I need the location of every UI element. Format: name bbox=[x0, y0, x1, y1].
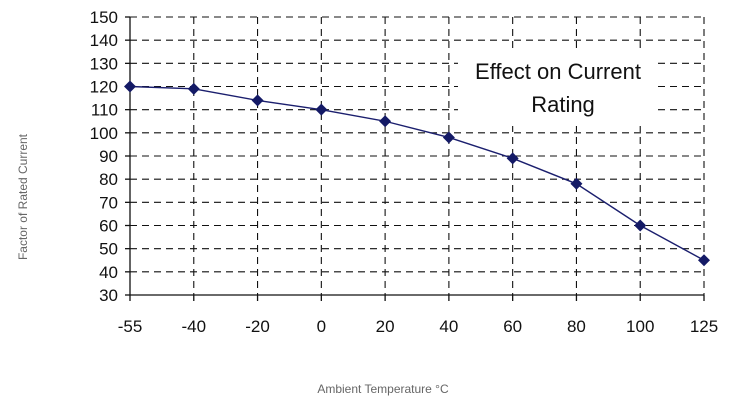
y-tick-label: 50 bbox=[99, 240, 118, 259]
x-tick-label: -55 bbox=[118, 317, 143, 336]
y-tick-label: 130 bbox=[90, 54, 118, 73]
axis-layer bbox=[125, 16, 705, 301]
x-axis-title: Ambient Temperature °C bbox=[317, 382, 449, 396]
y-axis-title: Factor of Rated Current bbox=[16, 133, 30, 260]
x-tick-label: 0 bbox=[317, 317, 326, 336]
grid-layer bbox=[130, 16, 705, 295]
x-tick-label: 100 bbox=[626, 317, 654, 336]
y-tick-label: 80 bbox=[99, 170, 118, 189]
chart-title-box bbox=[458, 52, 658, 126]
y-tick-label: 90 bbox=[99, 147, 118, 166]
series-line bbox=[129, 85, 705, 261]
y-tick-label: 120 bbox=[90, 78, 118, 97]
data-point-marker bbox=[124, 80, 136, 93]
data-point-marker bbox=[634, 219, 647, 232]
data-point-marker bbox=[187, 82, 200, 95]
series-layer bbox=[124, 80, 710, 267]
x-tick-label: 125 bbox=[690, 317, 718, 336]
x-tick-label: -20 bbox=[245, 317, 270, 336]
x-tick-label: 20 bbox=[376, 317, 395, 336]
data-point-marker bbox=[315, 103, 328, 116]
y-tick-label: 100 bbox=[90, 124, 118, 143]
chart-title-line-1: Effect on Current bbox=[475, 59, 641, 84]
chart-title-group: Effect on Current Rating bbox=[458, 52, 658, 126]
data-point-marker bbox=[698, 254, 710, 267]
data-point-marker bbox=[379, 115, 392, 128]
data-point-marker bbox=[570, 177, 583, 190]
x-tick-label: 80 bbox=[567, 317, 586, 336]
data-point-marker bbox=[506, 152, 519, 165]
y-tick-label: 30 bbox=[99, 286, 118, 305]
x-tick-labels: -55 -40 -20 0 20 40 60 80 100 125 bbox=[118, 317, 718, 336]
x-tick-label: 40 bbox=[439, 317, 458, 336]
chart-title-line-2: Rating bbox=[531, 92, 595, 117]
y-tick-label: 150 bbox=[90, 8, 118, 27]
data-point-marker bbox=[251, 94, 264, 107]
data-point-marker bbox=[442, 131, 455, 144]
x-tick-label: 60 bbox=[503, 317, 522, 336]
y-tick-labels: 150 140 130 120 110 100 90 80 70 60 50 40 30 bbox=[90, 8, 118, 305]
y-tick-label: 70 bbox=[99, 193, 118, 212]
y-tick-label: 40 bbox=[99, 263, 118, 282]
x-tick-label: -40 bbox=[181, 317, 206, 336]
y-tick-label: 110 bbox=[91, 101, 118, 120]
y-tick-label: 140 bbox=[90, 31, 118, 50]
y-tick-label: 60 bbox=[99, 217, 118, 236]
